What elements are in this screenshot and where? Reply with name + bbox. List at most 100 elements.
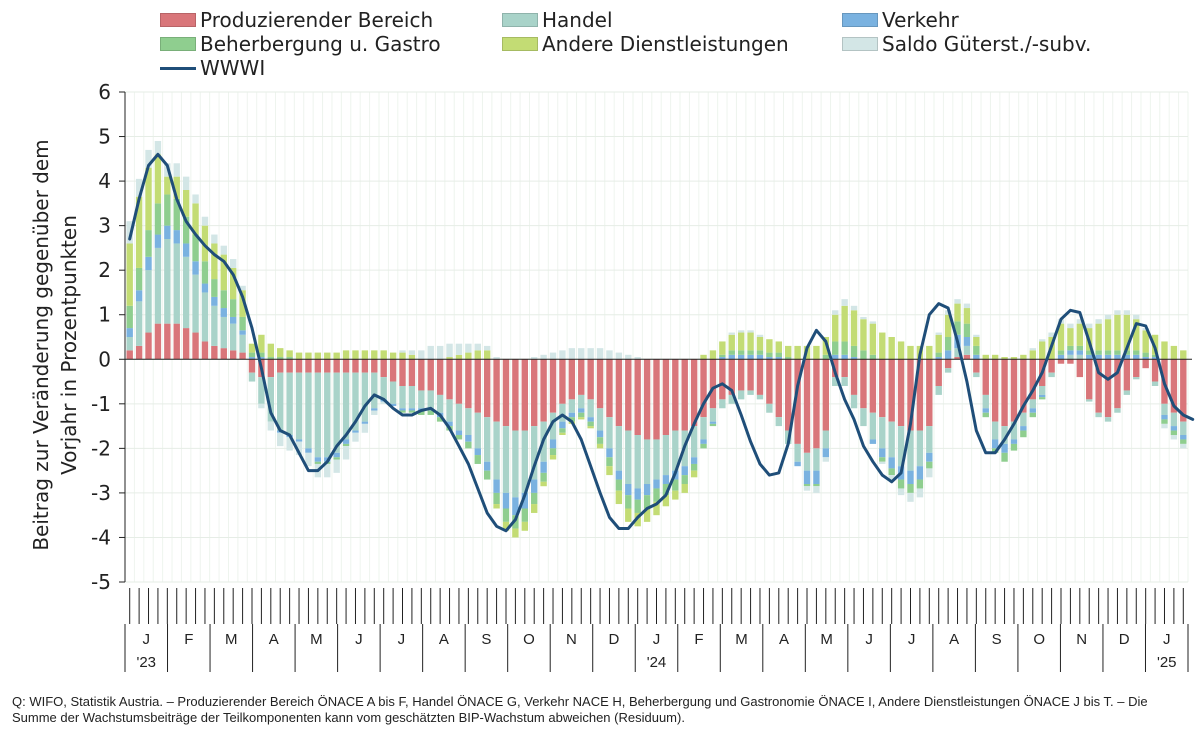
- bar-segment: [1010, 357, 1018, 360]
- legend-item-handel[interactable]: Handel: [502, 8, 613, 32]
- bar-segment: [596, 443, 604, 449]
- legend: Produzierender Bereich Handel Verkehr Be…: [160, 8, 1160, 80]
- bar-segment: [756, 354, 764, 360]
- bar-segment: [1142, 330, 1149, 353]
- y-tick-label: 3: [98, 214, 111, 238]
- bar-segment: [653, 488, 660, 502]
- bar-segment: [747, 350, 754, 355]
- bar-segment: [164, 323, 171, 360]
- month-label: J: [908, 631, 916, 648]
- bar-segment: [578, 359, 585, 395]
- bar-segment: [832, 377, 839, 386]
- month-label: N: [566, 631, 577, 648]
- bar-segment: [1001, 359, 1008, 427]
- bar-segment: [926, 452, 933, 462]
- bar-segment: [352, 372, 359, 431]
- bar-segment: [371, 408, 378, 411]
- bar-segment: [587, 359, 594, 400]
- legend-item-verkehr[interactable]: Verkehr: [842, 8, 959, 32]
- bar-segment: [220, 245, 227, 255]
- bar-segment: [1095, 350, 1102, 355]
- bar-segment: [324, 463, 331, 478]
- bar-segment: [596, 359, 604, 409]
- bar-segment: [841, 299, 848, 306]
- bar-segment: [474, 448, 481, 456]
- bar-segment: [399, 352, 406, 360]
- bar-segment: [465, 343, 472, 353]
- bar-segment: [662, 435, 670, 476]
- bar-segment: [615, 359, 623, 427]
- bar-segment: [248, 343, 256, 353]
- bar-segment: [173, 323, 180, 360]
- bar-segment: [643, 359, 651, 440]
- month-label: J: [398, 631, 406, 648]
- bar-segment: [154, 203, 162, 235]
- axis-layer: [119, 91, 1192, 672]
- bar-segment: [643, 484, 651, 496]
- bar-segment: [794, 345, 801, 360]
- bar-segment: [455, 354, 463, 360]
- bar-segment: [1170, 435, 1178, 440]
- bar-segment: [295, 439, 303, 442]
- bar-segment: [860, 350, 867, 360]
- bar-segment: [239, 285, 246, 291]
- bar-segment: [549, 448, 557, 456]
- bar-segment: [314, 372, 322, 458]
- bar-segment: [521, 508, 528, 522]
- bar-segment: [1133, 314, 1140, 320]
- bar-segment: [531, 479, 538, 493]
- bar-segment: [568, 359, 576, 400]
- bar-segment: [879, 461, 886, 464]
- bar-segment: [766, 339, 773, 353]
- legend-item-andere-dienstleistungen[interactable]: Andere Dienstleistungen: [502, 32, 789, 56]
- y-axis-label: Beitrag zur Veränderung gegenüber dem Vo…: [29, 139, 81, 550]
- bar-segment: [1038, 386, 1046, 395]
- bar-segment: [860, 319, 867, 351]
- bar-segment: [229, 267, 237, 300]
- legend-item-beherbergung-gastro[interactable]: Beherbergung u. Gastro: [160, 32, 441, 56]
- bar-segment: [455, 430, 463, 435]
- bar-segment: [578, 394, 585, 409]
- legend-item-produzierender-bereich[interactable]: Produzierender Bereich: [160, 8, 433, 32]
- month-label: S: [992, 631, 1002, 648]
- bar-segment: [559, 432, 566, 435]
- bar-segment: [869, 354, 877, 360]
- bar-segment: [540, 461, 547, 473]
- bar-segment: [785, 357, 792, 360]
- bar-segment: [973, 372, 980, 378]
- bar-segment: [1010, 443, 1018, 451]
- bar-segment: [832, 341, 839, 355]
- bar-segment: [1114, 350, 1121, 355]
- bar-segment: [1001, 452, 1008, 462]
- bar-segment: [1142, 357, 1149, 360]
- bar-segment: [662, 495, 670, 507]
- bar-segment: [991, 354, 999, 360]
- bar-segment: [380, 359, 387, 378]
- bar-segment: [963, 354, 971, 360]
- bar-segment: [954, 303, 961, 322]
- bar-segment: [1104, 350, 1112, 355]
- bar-segment: [832, 314, 839, 342]
- bar-segment: [850, 305, 858, 311]
- bar-segment: [314, 457, 322, 462]
- month-label: D: [609, 631, 620, 648]
- bar-segment: [512, 359, 519, 431]
- bar-segment: [944, 350, 952, 360]
- bar-segment: [258, 377, 265, 404]
- bar-segment: [813, 486, 820, 493]
- bar-segment: [399, 359, 406, 386]
- legend-item-wwwi[interactable]: WWWI: [160, 56, 265, 80]
- legend-item-saldo[interactable]: Saldo Güterst./-subv.: [842, 32, 1091, 56]
- month-label: A: [269, 631, 279, 648]
- bar-segment: [672, 430, 679, 471]
- bar-segment: [1010, 439, 1018, 444]
- bar-segment: [135, 290, 143, 302]
- bar-segment: [728, 332, 735, 335]
- bar-segment: [502, 521, 510, 531]
- bar-segment: [700, 439, 707, 444]
- bar-segment: [531, 359, 538, 427]
- bar-segment: [493, 504, 500, 509]
- bar-segment: [737, 350, 745, 355]
- bar-segment: [1123, 354, 1131, 360]
- bar-segment: [690, 359, 698, 427]
